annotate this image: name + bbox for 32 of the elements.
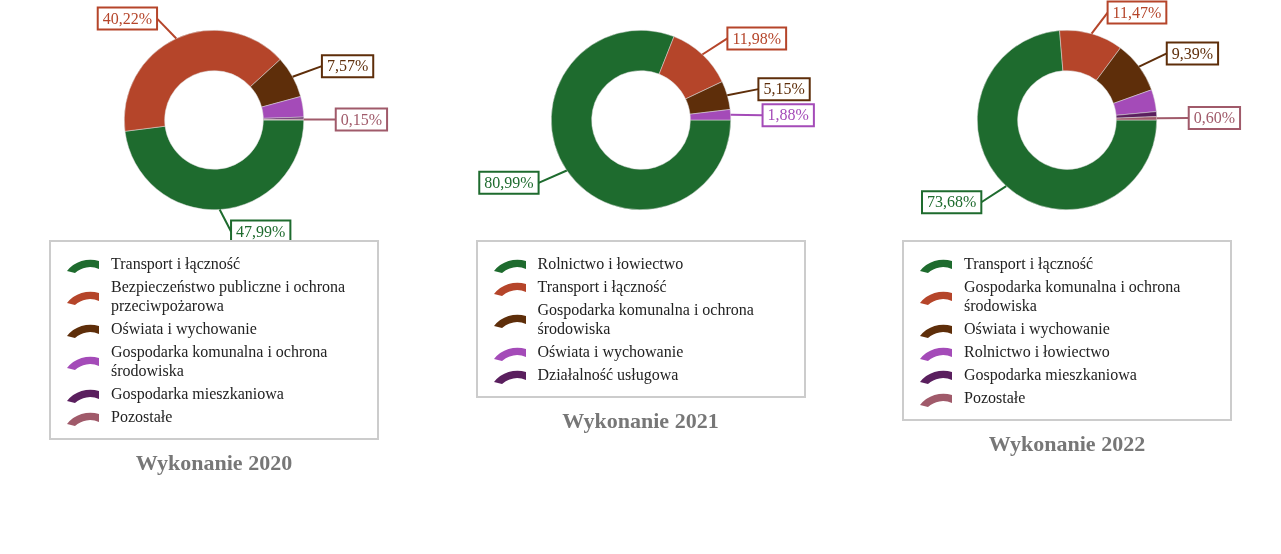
legend-label: Rolnictwo i łowiectwo <box>537 254 684 273</box>
legend-label: Rolnictwo i łowiectwo <box>964 342 1110 361</box>
legend-label: Gospodarka mieszkaniowa <box>964 365 1137 384</box>
legend-label: Bezpieczeństwo publiczne i ochrona przeciwpożarowa <box>111 277 347 315</box>
legend-label: Pozostałe <box>964 388 1026 407</box>
legend-label: Gospodarka mieszkaniowa <box>111 384 284 403</box>
text: Wykonanie 2021 <box>562 408 719 434</box>
data-label: 73,68% <box>927 193 977 211</box>
text: Wykonanie 2020 <box>135 450 293 476</box>
data-label: 47,99% <box>236 222 286 240</box>
legend-label: Transport i łączność <box>964 254 1094 273</box>
data-label: 9,39% <box>1171 44 1214 62</box>
legend-label: Działalność usługowa <box>537 365 679 384</box>
legend-label: Oświata i wychowanie <box>964 319 1110 338</box>
data-label: 7,57% <box>326 57 369 75</box>
legend-label: Transport i łączność <box>537 277 667 296</box>
legend-label: Oświata i wychowanie <box>537 342 684 361</box>
data-label: 11,98% <box>731 29 781 47</box>
legend-label: Pozostałe <box>111 407 173 426</box>
legend-label: Transport i łączność <box>111 254 241 273</box>
data-label: 1,88% <box>767 106 809 124</box>
text: Wykonanie 2022 <box>988 431 1146 457</box>
data-label: 0,15% <box>340 110 383 128</box>
legend-label: Gospodarka komunalna i ochrona środowiska <box>537 300 755 338</box>
legend-label: Oświata i wychowanie <box>111 319 257 338</box>
data-label: 80,99% <box>483 174 534 192</box>
legend-label: Gospodarka komunalna i ochrona środowiska <box>111 342 329 380</box>
data-label: 5,15% <box>762 80 805 98</box>
legend-label: Gospodarka komunalna i ochrona środowiska <box>964 277 1182 315</box>
data-label: 40,22% <box>102 9 153 27</box>
data-label: 11,47% <box>1112 3 1162 21</box>
data-label: 0,60% <box>1193 109 1236 127</box>
